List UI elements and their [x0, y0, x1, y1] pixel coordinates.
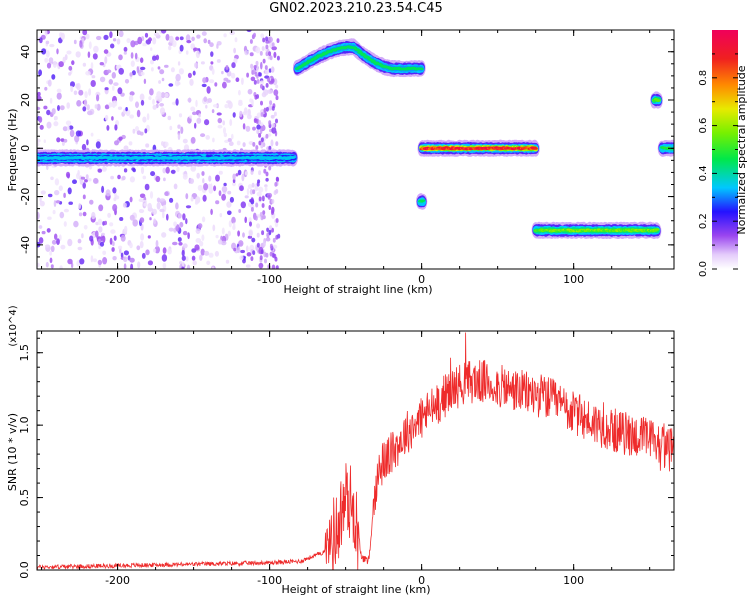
- spectrogram-xlabel: Height of straight line (km): [283, 283, 432, 296]
- spectral-track: [292, 38, 426, 78]
- spectral-track: [37, 149, 298, 167]
- spectral-track: [416, 193, 428, 210]
- y-tick-label: 0: [19, 145, 32, 152]
- spectrogram-ylabel: Frequency (Hz): [6, 109, 19, 192]
- y-tick-label: 40: [19, 45, 32, 59]
- snr-frame: [36, 330, 675, 571]
- snr-plot-area: [37, 332, 674, 570]
- figure-title: GN02.2023.210.23.54.C45: [269, 1, 443, 16]
- spectral-track: [417, 139, 540, 157]
- snr-series-line: [37, 332, 674, 570]
- spectral-track: [657, 139, 674, 157]
- colorbar-tick-label: 0.8: [698, 70, 709, 86]
- y-tick-label: -20: [19, 188, 32, 206]
- y-tick-label: 1.5: [18, 344, 31, 362]
- colorbar-axis: 0.0 0.2 0.4 0.6 0.8: [698, 53, 738, 277]
- colorbar-gradient: [712, 30, 738, 269]
- snr-ylabel: SNR (10 * v/v): [6, 413, 19, 491]
- y-tick-label: 1.0: [18, 416, 31, 434]
- y-tick-label: 20: [19, 93, 32, 107]
- spectrogram-image: [37, 30, 674, 269]
- noise-speckle: [37, 30, 281, 269]
- snr-axes: -200 -100 0 100 0.0 0.5 1.0 1.5: [18, 331, 674, 587]
- spectrogram-frame: [36, 29, 675, 270]
- y-tick-label: -40: [19, 236, 32, 254]
- spectral-track: [531, 221, 662, 239]
- y-tick-label: 0.5: [18, 489, 31, 507]
- snr-xlabel: Height of straight line (km): [281, 583, 430, 596]
- colorbar-tick-label: 0.4: [698, 165, 709, 181]
- snr-multiplier: (x10^4): [8, 305, 19, 346]
- x-tick-label: 0: [418, 574, 425, 587]
- spectral-track: [650, 91, 663, 109]
- x-tick-label: -200: [105, 574, 130, 587]
- colorbar: 0.0 0.2 0.4 0.6 0.8 Normalized spectral ampl…: [698, 30, 748, 277]
- x-tick-label: -100: [257, 574, 282, 587]
- colorbar-tick-label: 0.6: [698, 118, 709, 134]
- x-tick-label: -200: [105, 273, 130, 286]
- y-tick-label: 0.0: [18, 561, 31, 579]
- x-tick-label: 100: [563, 574, 584, 587]
- x-tick-label: -100: [257, 273, 282, 286]
- colorbar-label: Normalized spectral amplitude: [735, 65, 748, 234]
- colorbar-tick-label: 0.0: [698, 261, 709, 277]
- x-tick-label: 100: [563, 273, 584, 286]
- x-tick-label: 0: [418, 273, 425, 286]
- snr-panel: -200 -100 0 100 0.0 0.5 1.0 1.5 Height of strai…: [6, 305, 675, 596]
- colorbar-tick-label: 0.2: [698, 213, 709, 229]
